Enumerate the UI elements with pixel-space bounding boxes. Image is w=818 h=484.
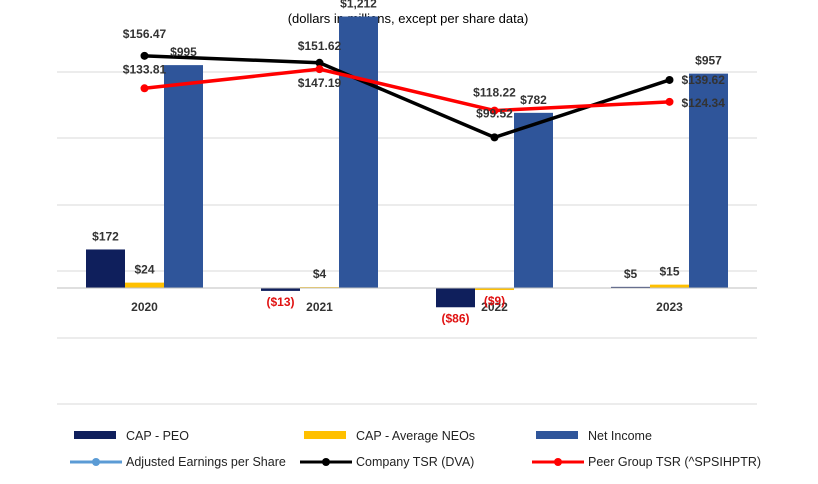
- bar-cap-peo-2020: [86, 249, 125, 288]
- point-label-company-tsr-dva-2021: $151.62: [298, 39, 342, 53]
- point-peer-group-tsr-spsihptr-2022: [490, 106, 499, 115]
- bar-label-cap-peo-2020: $172: [92, 229, 119, 243]
- legend-swatch: [74, 431, 116, 439]
- legend-label: Net Income: [588, 429, 652, 443]
- legend-label: CAP - PEO: [126, 429, 189, 443]
- bar-cap-average-neos-2020: [125, 282, 164, 288]
- legend-swatch: [536, 431, 578, 439]
- bar-label-net-income-2020: $995: [170, 45, 197, 59]
- point-label-company-tsr-dva-2022: $99.52: [476, 106, 513, 120]
- point-label-company-tsr-dva-2023: $139.62: [682, 73, 726, 87]
- bar-label-net-income-2022: $782: [520, 93, 547, 107]
- bar-cap-average-neos-2023: [650, 284, 689, 288]
- legend-label: Company TSR (DVA): [356, 455, 474, 469]
- legend-item-company-tsr-dva: Company TSR (DVA): [300, 455, 474, 469]
- x-axis: 2020 2021 2022 2023: [57, 287, 757, 314]
- point-company-tsr-dva-2020: [140, 51, 149, 60]
- point-peer-group-tsr-spsihptr-2021: [315, 65, 324, 74]
- bar-label-cap-peo-2021: ($13): [266, 295, 294, 309]
- bar-label-net-income-2021: $1,212: [340, 0, 377, 11]
- legend-item-peer-group-tsr-spsihptr: Peer Group TSR (^SPSIHPTR): [532, 455, 761, 469]
- point-label-peer-group-tsr-spsihptr-2021: $147.19: [298, 76, 342, 90]
- point-company-tsr-dva-2021: [315, 58, 324, 67]
- bar-net-income-2022: [514, 112, 553, 288]
- legend-item-cap-average-neos: CAP - Average NEOs: [304, 429, 475, 443]
- bar-label-net-income-2023: $957: [695, 54, 722, 68]
- legend-item-cap-peo: CAP - PEO: [74, 429, 189, 443]
- bar-label-cap-average-neos-2021: $4: [313, 267, 327, 281]
- bar-label-cap-peo-2022: ($86): [441, 311, 469, 325]
- bar-label-cap-average-neos-2023: $15: [659, 265, 679, 279]
- chart-title: (dollars in millions, except per share d…: [288, 11, 529, 26]
- point-label-peer-group-tsr-spsihptr-2020: $133.81: [123, 62, 167, 76]
- point-label-peer-group-tsr-spsihptr-2023: $124.34: [682, 96, 726, 110]
- point-peer-group-tsr-spsihptr-2020: [140, 84, 149, 93]
- legend-label: Adjusted Earnings per Share: [126, 455, 286, 469]
- x-tick-label-2022: 2022: [481, 300, 508, 314]
- legend-marker: [92, 458, 100, 466]
- legend-label: Peer Group TSR (^SPSIHPTR): [588, 455, 761, 469]
- bar-marks: [86, 16, 728, 308]
- x-tick-label-2021: 2021: [306, 300, 333, 314]
- bar-net-income-2023: [689, 73, 728, 288]
- bar-cap-peo-2023: [611, 286, 650, 288]
- legend-item-net-income: Net Income: [536, 429, 652, 443]
- line-company-tsr-dva: [144, 54, 671, 140]
- legend-label: CAP - Average NEOs: [356, 429, 475, 443]
- bar-net-income-2021: [339, 16, 378, 289]
- bar-label-cap-average-neos-2022: ($9): [484, 294, 505, 308]
- point-company-tsr-dva-2023: [665, 75, 674, 84]
- point-label-company-tsr-dva-2020: $156.47: [123, 27, 167, 41]
- line-peer-group-tsr-spsihptr: [144, 67, 670, 113]
- point-label-peer-group-tsr-spsihptr-2022: $118.22: [473, 86, 516, 100]
- bar-label-cap-peo-2023: $5: [624, 267, 638, 281]
- x-tick-label-2020: 2020: [131, 300, 158, 314]
- legend: CAP - PEO CAP - Average NEOs Net Income Adj…: [70, 429, 761, 469]
- legend-marker: [322, 458, 330, 466]
- legend-item-adjusted-earnings-per-share: Adjusted Earnings per Share: [70, 455, 286, 469]
- data-labels: $172 ($13) ($86) $5 $24 $4 ($9) $15 $995 $1,212 $7…: [92, 0, 725, 325]
- bar-cap-peo-2021: [261, 288, 300, 291]
- legend-swatch: [304, 431, 346, 439]
- point-company-tsr-dva-2022: [490, 133, 499, 142]
- x-tick-label-2023: 2023: [656, 300, 683, 314]
- line-marks: [140, 51, 674, 142]
- point-peer-group-tsr-spsihptr-2023: [665, 97, 674, 106]
- legend-marker: [554, 458, 562, 466]
- gridlines: [57, 71, 757, 405]
- bar-cap-peo-2022: [436, 288, 475, 308]
- bar-label-cap-average-neos-2020: $24: [134, 263, 154, 277]
- bar-cap-average-neos-2022: [475, 288, 514, 291]
- bar-net-income-2020: [164, 65, 203, 289]
